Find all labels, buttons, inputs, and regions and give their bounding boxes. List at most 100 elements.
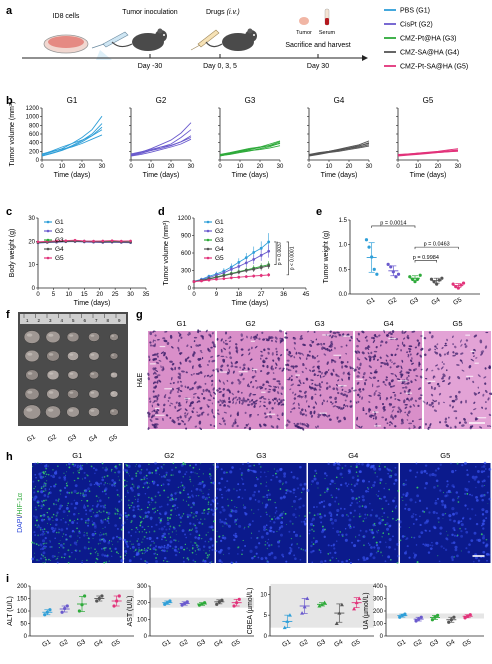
dapi-nucleus bbox=[469, 493, 471, 496]
hif-signal bbox=[442, 492, 444, 494]
hif-signal bbox=[99, 533, 101, 535]
hif-signal bbox=[34, 524, 37, 526]
nucleus bbox=[317, 343, 319, 345]
dapi-nucleus bbox=[362, 535, 366, 539]
hif-signal bbox=[171, 497, 174, 500]
dapi-nucleus bbox=[443, 547, 445, 549]
dapi-nucleus bbox=[481, 513, 485, 516]
dapi-nucleus bbox=[119, 537, 122, 541]
dapi-nucleus bbox=[385, 522, 389, 526]
nucleus bbox=[340, 392, 343, 395]
dapi-nucleus bbox=[60, 519, 63, 521]
data-point bbox=[440, 276, 444, 280]
hif-signal bbox=[50, 524, 52, 526]
nucleus bbox=[234, 418, 237, 423]
dapi-nucleus bbox=[63, 552, 67, 556]
nucleus bbox=[387, 331, 392, 335]
dapi-nucleus bbox=[328, 511, 332, 515]
hif-signal bbox=[230, 510, 232, 513]
dapi-nucleus bbox=[44, 464, 48, 468]
hif-signal bbox=[104, 504, 106, 507]
nucleus bbox=[169, 382, 172, 385]
nucleus bbox=[225, 331, 228, 335]
tissue-gap bbox=[388, 337, 397, 340]
nucleus bbox=[318, 388, 321, 391]
nucleus bbox=[420, 347, 424, 351]
nucleus bbox=[177, 418, 180, 421]
hif-signal bbox=[79, 494, 81, 496]
dapi-nucleus bbox=[98, 538, 102, 542]
hif-signal bbox=[267, 498, 270, 501]
nucleus bbox=[306, 423, 310, 426]
nucleus bbox=[410, 380, 413, 384]
hif-signal bbox=[168, 533, 170, 535]
dapi-nucleus bbox=[451, 470, 455, 474]
nucleus bbox=[212, 387, 215, 391]
nucleus bbox=[230, 361, 233, 365]
x-tick-label: G5 bbox=[350, 638, 361, 649]
y-axis-label: CREA (µmol/L) bbox=[247, 588, 254, 635]
nucleus bbox=[308, 350, 311, 353]
nucleus bbox=[267, 351, 270, 355]
nucleus bbox=[390, 373, 394, 375]
nucleus bbox=[190, 374, 193, 376]
dapi-nucleus bbox=[433, 486, 436, 489]
nucleus bbox=[474, 417, 478, 420]
hif-signal bbox=[134, 495, 136, 497]
nucleus bbox=[407, 355, 410, 358]
dapi-nucleus bbox=[416, 494, 420, 498]
dapi-nucleus bbox=[40, 548, 42, 550]
nucleus bbox=[280, 399, 283, 404]
hif-signal bbox=[128, 499, 130, 502]
nucleus bbox=[311, 382, 314, 385]
dapi-nucleus bbox=[414, 501, 417, 504]
dapi-nucleus bbox=[277, 545, 281, 548]
dapi-nucleus bbox=[330, 494, 333, 497]
hif-signal bbox=[210, 475, 212, 477]
hif-signal bbox=[349, 525, 352, 527]
nucleus bbox=[405, 371, 409, 374]
x-tick-label: 30 bbox=[127, 292, 134, 298]
x-tick-label: 25 bbox=[112, 292, 119, 298]
nucleus bbox=[274, 336, 278, 340]
nucleus bbox=[298, 407, 301, 409]
hif-signal bbox=[102, 510, 105, 513]
dapi-nucleus bbox=[58, 507, 62, 510]
if-tile bbox=[398, 461, 492, 564]
dapi-nucleus bbox=[460, 523, 464, 527]
hif-signal bbox=[76, 492, 78, 495]
hif-signal bbox=[120, 528, 123, 531]
nucleus bbox=[418, 418, 422, 421]
dapi-nucleus bbox=[419, 523, 422, 527]
dapi-nucleus bbox=[263, 471, 266, 474]
nucleus bbox=[262, 383, 265, 385]
nucleus bbox=[292, 337, 297, 340]
dapi-nucleus bbox=[434, 473, 437, 477]
dapi-nucleus bbox=[117, 470, 121, 474]
dapi-nucleus bbox=[283, 475, 286, 478]
dapi-nucleus bbox=[238, 488, 241, 491]
hif-signal bbox=[71, 491, 73, 493]
dapi-nucleus bbox=[190, 490, 193, 492]
tumor-sample bbox=[67, 370, 79, 380]
hif-signal bbox=[45, 483, 47, 485]
nucleus bbox=[464, 343, 467, 346]
nucleus bbox=[340, 361, 343, 364]
syringe-icon bbox=[190, 29, 220, 51]
nucleus bbox=[187, 418, 191, 422]
dapi-nucleus bbox=[275, 475, 278, 479]
hif-signal bbox=[57, 465, 59, 467]
dapi-nucleus bbox=[464, 527, 467, 530]
hif-signal bbox=[68, 524, 69, 526]
hif-signal bbox=[131, 501, 134, 504]
nucleus bbox=[308, 354, 311, 357]
nucleus bbox=[484, 367, 487, 370]
data-point bbox=[267, 273, 271, 277]
dapi-nucleus bbox=[346, 485, 349, 487]
nucleus bbox=[428, 403, 433, 407]
dapi-nucleus bbox=[425, 481, 428, 485]
nucleus bbox=[451, 399, 456, 403]
dapi-nucleus bbox=[145, 561, 149, 564]
hif-signal bbox=[58, 546, 60, 549]
